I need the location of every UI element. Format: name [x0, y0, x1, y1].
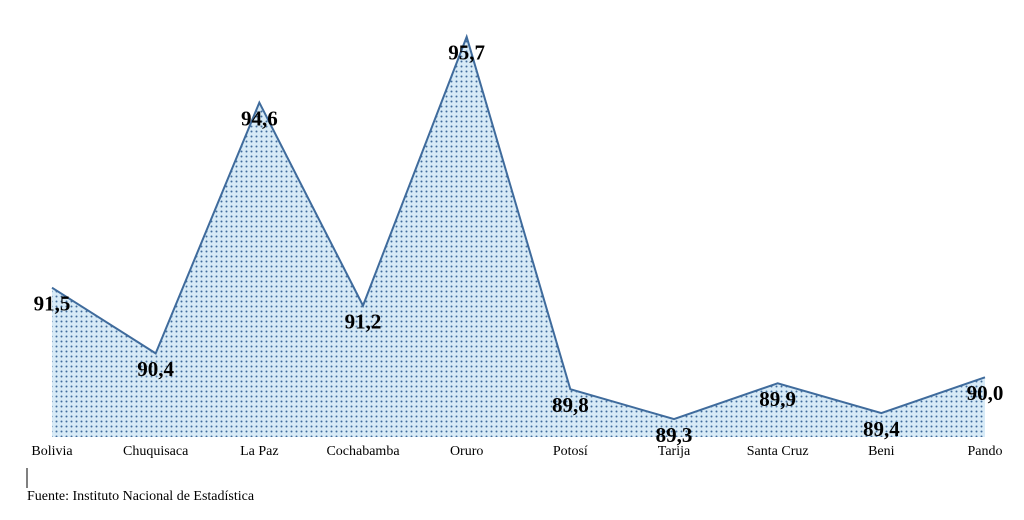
x-tick-label: Pando [968, 444, 1003, 459]
x-tick-label: Chuquisaca [123, 444, 189, 459]
x-tick-label: Potosí [553, 444, 588, 459]
x-tick-label: Bolivia [31, 444, 73, 459]
x-tick-label: Oruro [450, 444, 483, 459]
x-tick-label: Tarija [658, 444, 691, 459]
x-tick-label: La Paz [240, 444, 278, 459]
x-tick-label: Beni [868, 444, 895, 459]
value-label: 91,2 [345, 309, 382, 333]
value-label: 90,4 [137, 357, 174, 381]
source-note: Fuente: Instituto Nacional de Estadístic… [27, 489, 255, 504]
value-label: 94,6 [241, 106, 278, 130]
area-line [51, 33, 986, 421]
area-fill [52, 36, 985, 438]
value-label: 89,4 [863, 417, 900, 441]
value-label: 95,7 [448, 41, 485, 65]
value-label: 90,0 [967, 381, 1004, 405]
value-label: 89,8 [552, 393, 589, 417]
value-label: 89,3 [656, 423, 693, 447]
value-label: 91,5 [34, 292, 71, 316]
x-tick-label: Cochabamba [326, 444, 400, 459]
x-tick-label: Santa Cruz [747, 444, 809, 459]
value-label: 89,9 [759, 387, 796, 411]
